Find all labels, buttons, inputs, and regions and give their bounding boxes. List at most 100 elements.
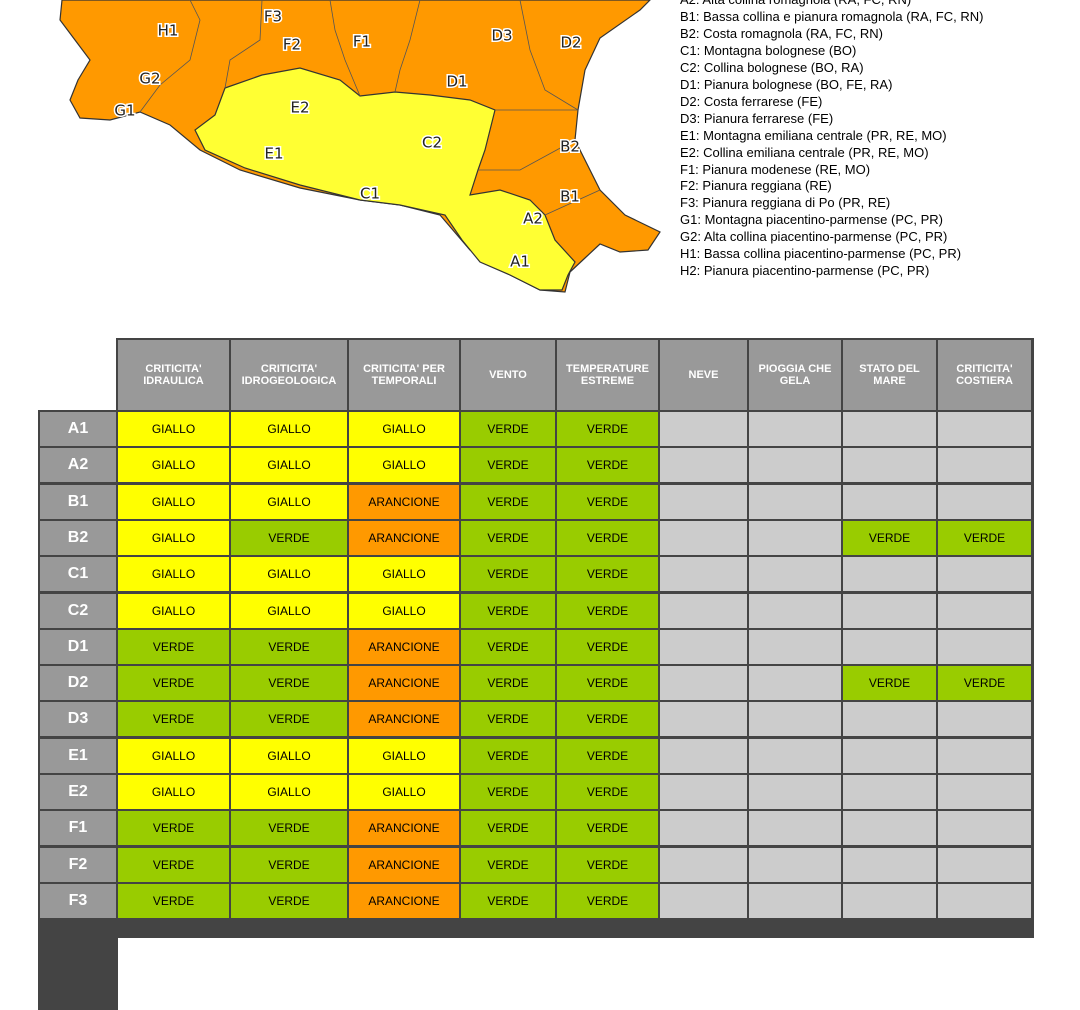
legend-entry: G2: Alta collina piacentino-parmense (PC… bbox=[680, 229, 948, 245]
alert-cell: VERDE bbox=[461, 520, 555, 555]
legend-entry: F3: Pianura reggiana di Po (PR, RE) bbox=[680, 195, 891, 211]
zone-label: E2 bbox=[290, 99, 309, 117]
alert-cell: VERDE bbox=[461, 412, 555, 446]
empty-cell bbox=[843, 847, 936, 882]
legend-entry: C1: Montagna bolognese (BO) bbox=[680, 42, 857, 58]
alert-cell: VERDE bbox=[557, 629, 658, 664]
zone-label: F2 bbox=[283, 36, 301, 54]
empty-cell bbox=[749, 484, 841, 519]
alert-cell: GIALLO bbox=[349, 738, 459, 773]
alert-cell: VERDE bbox=[557, 883, 658, 918]
empty-cell bbox=[843, 629, 936, 664]
alert-cell: VERDE bbox=[461, 629, 555, 664]
zone-label: E1 bbox=[264, 145, 283, 163]
empty-cell bbox=[660, 593, 747, 628]
alert-cell: GIALLO bbox=[118, 775, 229, 809]
empty-cell bbox=[938, 883, 1031, 918]
empty-cell bbox=[749, 557, 841, 592]
empty-cell bbox=[660, 775, 747, 809]
empty-cell bbox=[749, 666, 841, 701]
empty-cell bbox=[938, 593, 1031, 628]
map-yellow-area bbox=[194, 67, 576, 291]
alert-cell: GIALLO bbox=[118, 738, 229, 773]
empty-cell bbox=[843, 412, 936, 446]
alert-cell: VERDE bbox=[118, 811, 229, 846]
alert-cell: VERDE bbox=[461, 593, 555, 628]
column-header: CRITICITA' IDROGEOLOGICA bbox=[231, 340, 347, 410]
alert-cell: VERDE bbox=[557, 412, 658, 446]
row-header: D2 bbox=[40, 666, 116, 701]
alert-cell: ARANCIONE bbox=[349, 847, 459, 882]
alert-cell: GIALLO bbox=[349, 775, 459, 809]
zone-label: F3 bbox=[264, 8, 282, 26]
alert-cell: VERDE bbox=[118, 847, 229, 882]
empty-cell bbox=[660, 811, 747, 846]
column-header: CRITICITA' PER TEMPORALI bbox=[349, 340, 459, 410]
alert-cell: VERDE bbox=[557, 702, 658, 737]
legend-entry: A2: Alta collina romagnola (RA, FC, RN) bbox=[680, 0, 911, 8]
zone-label: B1 bbox=[560, 188, 580, 206]
alert-cell: VERDE bbox=[118, 883, 229, 918]
alert-cell: ARANCIONE bbox=[349, 702, 459, 737]
alert-cell: ARANCIONE bbox=[349, 520, 459, 555]
zone-label: C1 bbox=[360, 185, 380, 203]
row-header: B2 bbox=[40, 520, 116, 555]
empty-cell bbox=[843, 484, 936, 519]
alert-cell: GIALLO bbox=[118, 448, 229, 483]
alert-cell: VERDE bbox=[461, 738, 555, 773]
row-header: A2 bbox=[40, 448, 116, 483]
alert-cell: VERDE bbox=[557, 557, 658, 592]
row-header: D1 bbox=[40, 629, 116, 664]
empty-cell bbox=[843, 448, 936, 483]
empty-cell bbox=[749, 883, 841, 918]
alert-cell: VERDE bbox=[461, 557, 555, 592]
empty-cell bbox=[749, 702, 841, 737]
alert-cell: VERDE bbox=[231, 666, 347, 701]
empty-cell bbox=[749, 811, 841, 846]
zone-label: B2 bbox=[560, 138, 580, 156]
legend-entry: E2: Collina emiliana centrale (PR, RE, M… bbox=[680, 144, 929, 160]
row-header: F3 bbox=[40, 883, 116, 918]
alert-cell: ARANCIONE bbox=[349, 883, 459, 918]
row-header: B1 bbox=[40, 484, 116, 519]
empty-cell bbox=[749, 448, 841, 483]
legend-entry: H1: Bassa collina piacentino-parmense (P… bbox=[680, 246, 962, 262]
alert-cell: GIALLO bbox=[231, 557, 347, 592]
column-header: TEMPERATURE ESTREME bbox=[557, 340, 658, 410]
empty-cell bbox=[938, 484, 1031, 519]
alert-cell: VERDE bbox=[557, 448, 658, 483]
alert-cell: VERDE bbox=[118, 702, 229, 737]
empty-cell bbox=[749, 593, 841, 628]
alert-cell: VERDE bbox=[461, 775, 555, 809]
empty-cell bbox=[843, 738, 936, 773]
legend-entry: C2: Collina bolognese (BO, RA) bbox=[680, 59, 864, 75]
legend-entry: B1: Bassa collina e pianura romagnola (R… bbox=[680, 8, 984, 24]
zone-label: D1 bbox=[446, 73, 467, 91]
alert-cell: VERDE bbox=[557, 520, 658, 555]
column-header: CRITICITA' COSTIERA bbox=[938, 340, 1031, 410]
empty-cell bbox=[660, 412, 747, 446]
row-header: A1 bbox=[40, 412, 116, 446]
zone-label: G1 bbox=[114, 102, 135, 120]
alert-cell: VERDE bbox=[557, 847, 658, 882]
zone-label: H1 bbox=[158, 22, 179, 40]
alert-cell: GIALLO bbox=[349, 557, 459, 592]
legend-entry: F2: Pianura reggiana (RE) bbox=[680, 178, 832, 194]
zone-label: F1 bbox=[353, 33, 371, 51]
alert-cell: GIALLO bbox=[349, 593, 459, 628]
alert-cell: VERDE bbox=[557, 593, 658, 628]
row-header: C2 bbox=[40, 593, 116, 628]
alert-cell: ARANCIONE bbox=[349, 629, 459, 664]
empty-cell bbox=[938, 412, 1031, 446]
alert-cell: VERDE bbox=[557, 484, 658, 519]
alert-cell: VERDE bbox=[557, 738, 658, 773]
zone-label: D2 bbox=[560, 34, 581, 52]
alert-cell: VERDE bbox=[557, 811, 658, 846]
alert-cell: GIALLO bbox=[118, 412, 229, 446]
alert-cell: VERDE bbox=[231, 883, 347, 918]
empty-cell bbox=[843, 811, 936, 846]
row-header: D3 bbox=[40, 702, 116, 737]
alert-cell: VERDE bbox=[557, 775, 658, 809]
alert-cell: GIALLO bbox=[231, 448, 347, 483]
